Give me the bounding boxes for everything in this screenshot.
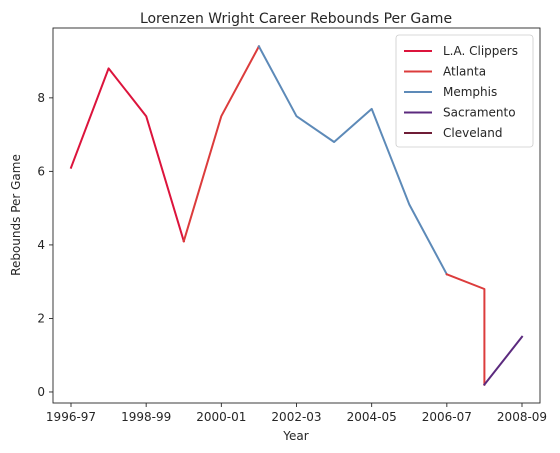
x-axis-label: Year [282, 429, 308, 443]
series-line-atlanta [184, 46, 259, 241]
legend-label-atlanta: Atlanta [443, 65, 486, 79]
series-line-sacramento [484, 337, 522, 385]
legend-label-sacramento: Sacramento [443, 106, 516, 120]
y-tick-label: 0 [37, 385, 45, 399]
y-tick-label: 4 [37, 238, 45, 252]
legend-label-cleveland: Cleveland [443, 126, 503, 140]
y-axis: 0 2 4 6 8 [37, 91, 53, 399]
legend-label-l-a-clippers: L.A. Clippers [443, 44, 518, 58]
x-axis: 1996-97 1998-99 2000-01 2002-03 2004-05 2006-… [46, 403, 547, 424]
x-tick-label: 2004-05 [347, 410, 397, 424]
y-tick-label: 8 [37, 91, 45, 105]
series-line-l-a-clippers [71, 68, 184, 241]
x-tick-label: 2002-03 [271, 410, 321, 424]
x-tick-label: 1996-97 [46, 410, 96, 424]
y-axis-label: Rebounds Per Game [9, 154, 23, 276]
x-tick-label: 2006-07 [422, 410, 472, 424]
y-tick-label: 6 [37, 164, 45, 178]
x-tick-label: 2008-09 [497, 410, 547, 424]
y-tick-label: 2 [37, 311, 45, 325]
legend-label-memphis: Memphis [443, 85, 497, 99]
chart-title: Lorenzen Wright Career Rebounds Per Game [140, 11, 452, 27]
series-line-atlanta [447, 274, 485, 384]
x-tick-label: 1998-99 [121, 410, 171, 424]
legend: L.A. Clippers Atlanta Memphis Sacramento Cle… [396, 35, 533, 147]
x-tick-label: 2000-01 [196, 410, 246, 424]
